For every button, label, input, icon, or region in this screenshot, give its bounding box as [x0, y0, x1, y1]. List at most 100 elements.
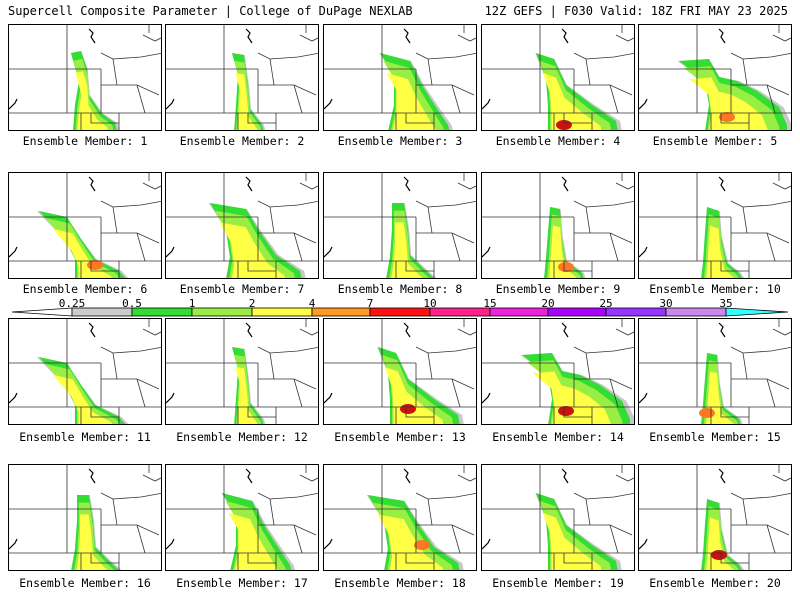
state-border	[299, 328, 318, 336]
state-border	[416, 232, 475, 244]
state-border	[415, 346, 476, 354]
ensemble-panel	[638, 24, 792, 131]
state-border	[112, 352, 118, 380]
coast-line	[166, 538, 175, 550]
ensemble-panel	[323, 172, 477, 279]
panel-map	[166, 173, 318, 278]
river-line	[88, 322, 96, 338]
state-border	[136, 232, 146, 262]
panel-map	[639, 319, 791, 424]
state-border	[247, 553, 276, 564]
state-border	[573, 200, 634, 208]
river-line	[561, 468, 569, 484]
colorbar-bin	[311, 307, 371, 317]
state-border	[142, 328, 161, 336]
coast-line	[9, 392, 18, 404]
state-border	[563, 261, 592, 272]
coast-line	[324, 392, 333, 404]
state-border	[405, 553, 434, 564]
coast-line	[324, 246, 333, 258]
panel-map	[482, 319, 634, 424]
scp-contour-yellow	[391, 222, 423, 278]
state-border	[299, 34, 318, 42]
coast-line	[482, 392, 491, 404]
state-border	[451, 378, 461, 408]
panel-map	[9, 319, 161, 424]
coast-line	[166, 246, 175, 258]
state-border	[269, 206, 275, 234]
state-border	[257, 346, 318, 354]
state-border	[101, 232, 160, 244]
river-line	[561, 322, 569, 338]
state-border	[142, 182, 161, 190]
state-border	[427, 352, 433, 380]
state-border	[451, 84, 461, 114]
state-border	[100, 200, 161, 208]
state-border	[772, 34, 791, 42]
state-border	[101, 524, 160, 536]
scp-contour-yellow	[689, 77, 768, 130]
state-border	[766, 378, 776, 408]
state-border	[112, 58, 118, 86]
state-border	[258, 378, 317, 390]
coast-line	[482, 98, 491, 110]
state-border	[457, 182, 476, 190]
state-border	[299, 182, 318, 190]
state-border	[269, 352, 275, 380]
ensemble-panel	[8, 464, 162, 571]
state-border	[720, 261, 749, 272]
ensemble-member-label: Ensemble Member: 15	[649, 430, 781, 444]
state-border	[573, 492, 634, 500]
state-border	[609, 524, 619, 554]
colorbar-bin	[665, 307, 727, 317]
state-border	[112, 206, 118, 234]
state-border	[772, 474, 791, 482]
ensemble-panel	[323, 24, 477, 131]
colorbar-bin	[251, 307, 313, 317]
ensemble-member-label: Ensemble Member: 10	[649, 282, 781, 296]
ensemble-member-label: Ensemble Member: 9	[495, 282, 621, 296]
coast-line	[482, 538, 491, 550]
state-border	[90, 553, 119, 564]
ensemble-member-label: Ensemble Member: 1	[22, 134, 148, 148]
state-border	[720, 407, 749, 418]
state-border	[574, 232, 633, 244]
colorbar-tick-label: 20	[541, 297, 555, 310]
state-border	[742, 352, 748, 380]
ensemble-member-label: Ensemble Member: 19	[492, 576, 624, 590]
state-border	[136, 524, 146, 554]
colorbar-tick-label: 30	[659, 297, 673, 310]
state-border	[416, 378, 475, 390]
ensemble-panel	[8, 318, 162, 425]
river-line	[561, 28, 569, 44]
state-border	[766, 232, 776, 262]
ensemble-member-label: Ensemble Member: 17	[176, 576, 308, 590]
ensemble-member-label: Ensemble Member: 5	[652, 134, 778, 148]
state-border	[742, 206, 748, 234]
state-border	[457, 328, 476, 336]
state-border	[451, 524, 461, 554]
state-border	[585, 498, 591, 526]
state-border	[415, 200, 476, 208]
state-border	[142, 474, 161, 482]
state-border	[730, 346, 791, 354]
coast-line	[9, 538, 18, 550]
state-border	[415, 492, 476, 500]
colorbar-tick-label: 1	[188, 297, 196, 310]
river-line	[403, 176, 411, 192]
ensemble-member-label: Ensemble Member: 12	[176, 430, 308, 444]
state-border	[457, 474, 476, 482]
ensemble-panel	[8, 172, 162, 279]
ensemble-panel	[165, 464, 319, 571]
coast-line	[639, 538, 648, 550]
state-border	[136, 84, 146, 114]
state-border	[100, 346, 161, 354]
colorbar-tick-label: 35	[719, 297, 733, 310]
scp-max-area	[414, 540, 430, 550]
state-border	[731, 232, 790, 244]
panel-map	[9, 173, 161, 278]
scp-contour-yellow	[532, 371, 611, 424]
ensemble-panel	[638, 318, 792, 425]
state-border	[615, 34, 634, 42]
state-border	[101, 84, 160, 96]
